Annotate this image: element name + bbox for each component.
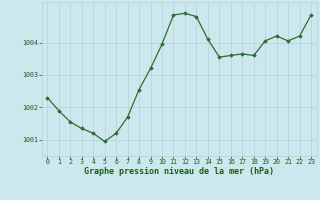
X-axis label: Graphe pression niveau de la mer (hPa): Graphe pression niveau de la mer (hPa) [84, 167, 274, 176]
